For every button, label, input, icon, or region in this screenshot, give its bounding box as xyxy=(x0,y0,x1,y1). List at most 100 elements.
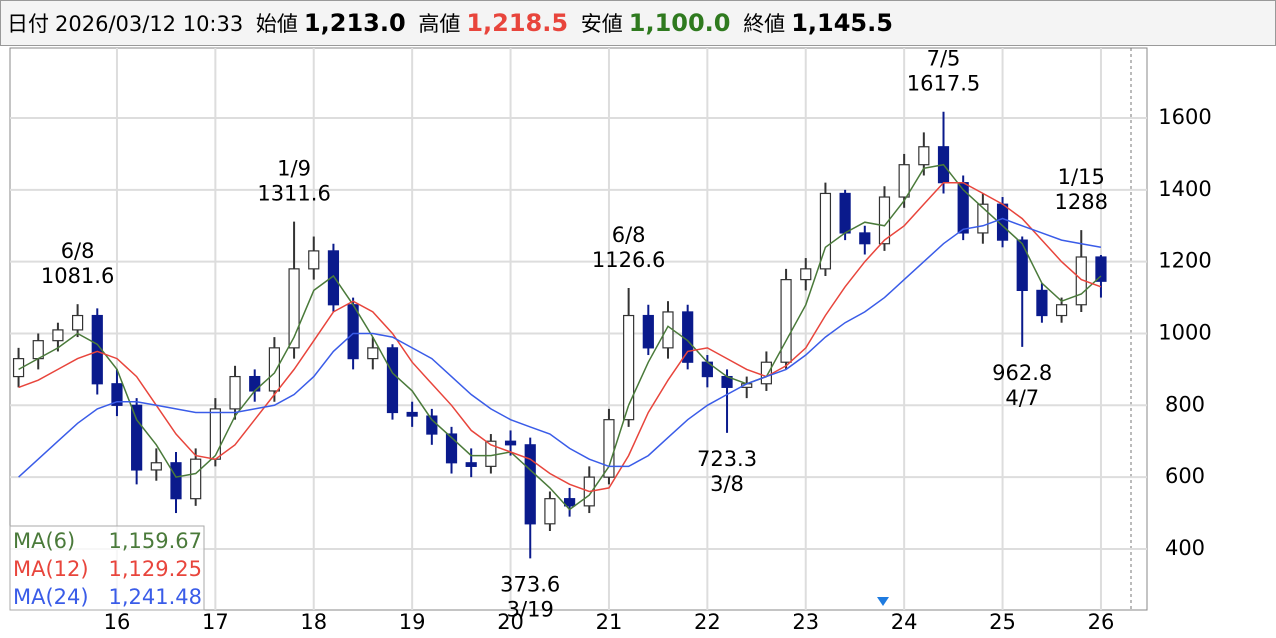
y-tick-label: 1400 xyxy=(1158,177,1211,201)
x-tick-label: 18 xyxy=(300,610,327,634)
candle-body xyxy=(819,192,832,270)
candle-body xyxy=(72,314,84,331)
open: 1,213.0 xyxy=(303,9,406,37)
candle-body xyxy=(249,375,261,392)
legend-value: 1,129.25 xyxy=(108,557,202,581)
candle-body xyxy=(111,383,123,406)
close: 1,145.5 xyxy=(791,9,893,37)
annotation-date: 3/8 xyxy=(710,472,744,496)
x-tick-label: 26 xyxy=(1088,610,1115,634)
candle-body xyxy=(190,458,202,500)
plot-frame xyxy=(9,47,1148,611)
legend-name: MA(6) xyxy=(13,529,75,553)
candle-body xyxy=(682,311,694,363)
annotation-date: 6/8 xyxy=(61,239,95,263)
legend-value: 1,159.67 xyxy=(108,529,202,553)
candle-body xyxy=(465,462,477,467)
ma-line xyxy=(18,163,1102,511)
ma-line xyxy=(18,217,1102,478)
candle-body xyxy=(268,347,280,392)
candle-body xyxy=(760,361,772,385)
candle-body xyxy=(12,358,25,378)
candle-body xyxy=(406,411,418,417)
candle-body xyxy=(977,203,989,234)
candle-body xyxy=(52,329,64,342)
candle-body xyxy=(1016,239,1028,291)
annotation-value: 1126.6 xyxy=(592,248,665,272)
x-tick-label: 17 xyxy=(202,610,229,634)
candle-body xyxy=(839,192,851,234)
candle-body xyxy=(386,347,399,414)
x-tick-label: 21 xyxy=(596,610,623,634)
candle-body xyxy=(1095,256,1107,282)
candle-body xyxy=(524,444,536,525)
x-tick-label: 25 xyxy=(989,610,1016,634)
candle-body xyxy=(150,462,162,471)
marker xyxy=(877,597,889,606)
x-tick-label: 19 xyxy=(399,610,426,634)
high: 1,218.5 xyxy=(466,9,569,37)
annotation-value: 373.6 xyxy=(500,572,560,596)
label: 日付 xyxy=(7,12,49,36)
candle-body xyxy=(170,462,182,500)
candle-body xyxy=(623,314,635,421)
candle-body xyxy=(209,408,221,460)
candle-body xyxy=(1036,289,1048,317)
legend-name: MA(12) xyxy=(13,557,89,581)
candle-body xyxy=(859,232,871,245)
x-tick-label: 22 xyxy=(694,610,721,634)
annotation-value: 1617.5 xyxy=(907,72,980,96)
annotation-value: 1081.6 xyxy=(41,264,114,288)
x-tick-label: 24 xyxy=(891,610,918,634)
legend-value: 1,241.48 xyxy=(108,585,202,609)
candle-body xyxy=(327,250,340,306)
annotation-value: 1311.6 xyxy=(257,182,330,206)
x-tick-label: 20 xyxy=(497,610,524,634)
label: 始値 xyxy=(255,12,298,36)
annotation-date: 6/8 xyxy=(612,223,646,247)
candle-body xyxy=(308,250,320,270)
candle-body xyxy=(563,498,576,507)
candle-body xyxy=(662,311,674,349)
annotation-value: 1288 xyxy=(1055,190,1108,214)
legend-box xyxy=(9,525,205,611)
y-tick-label: 800 xyxy=(1165,392,1205,416)
annotation-date: 3/19 xyxy=(507,597,554,621)
datetime: 2026/03/12 10:33 xyxy=(55,12,244,36)
x-tick-label: 16 xyxy=(104,610,131,634)
annotation-date: 1/15 xyxy=(1058,165,1105,189)
legend-name: MA(24) xyxy=(13,585,89,609)
candle-body xyxy=(288,268,300,349)
candle-body xyxy=(485,440,497,467)
x-tick-label: 23 xyxy=(792,610,819,634)
header: 日付 2026/03/12 10:33 始値 1,213.0 高値 1,218.5 安… xyxy=(0,0,1276,46)
candle-body xyxy=(445,433,458,464)
candle-body xyxy=(229,375,241,410)
candle-body xyxy=(603,419,615,478)
annotation-value: 962.8 xyxy=(992,361,1052,385)
y-tick-label: 1200 xyxy=(1158,249,1211,273)
candle-body xyxy=(1055,304,1068,317)
candle-body xyxy=(800,268,812,281)
candle-body xyxy=(347,304,359,360)
ma-line xyxy=(18,181,1102,493)
y-tick-label: 600 xyxy=(1165,464,1205,488)
low: 1,100.0 xyxy=(628,9,731,37)
y-tick-label: 400 xyxy=(1165,536,1205,560)
annotation-date: 1/9 xyxy=(277,157,311,181)
candle-body xyxy=(504,440,517,446)
label: 安値 xyxy=(580,12,623,36)
label: 終値 xyxy=(743,12,786,36)
candle-body xyxy=(544,498,556,525)
y-tick-label: 1600 xyxy=(1158,105,1211,129)
annotation-value: 723.3 xyxy=(697,447,757,471)
annotation-date: 7/5 xyxy=(927,47,961,71)
candle-body xyxy=(367,347,379,360)
label: 高値 xyxy=(418,12,461,36)
y-tick-label: 1000 xyxy=(1158,320,1211,344)
candle-body xyxy=(780,279,792,363)
annotation-date: 4/7 xyxy=(1005,386,1039,410)
candle-body xyxy=(898,164,910,198)
candle-body xyxy=(131,404,143,471)
